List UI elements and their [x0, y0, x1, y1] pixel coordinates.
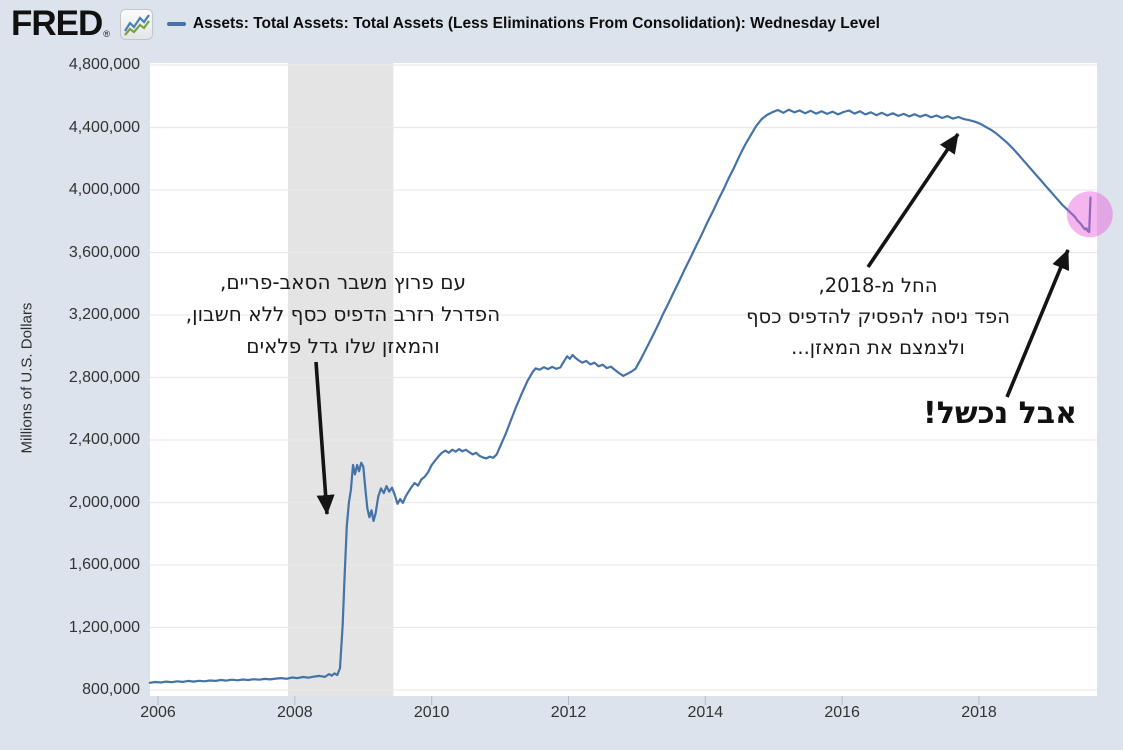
header: FRED ® Assets: Total Assets: Total Asset… [0, 0, 1123, 48]
annotation-taper-line-3: ולצמצם את המאזן... [791, 336, 965, 359]
y-tick-label: 4,800,000 [68, 56, 140, 73]
x-tick-label: 2010 [413, 704, 450, 721]
y-tick-label: 1,600,000 [68, 556, 140, 573]
recession-band [287, 63, 394, 696]
chart-title: Assets: Total Assets: Total Assets (Less… [192, 15, 880, 32]
fred-logo-text: FRED [11, 4, 103, 43]
y-tick-label: 2,000,000 [68, 493, 140, 511]
x-tick-label: 2012 [550, 704, 587, 721]
y-tick-label: 4,400,000 [68, 118, 140, 136]
x-tick-label: 2014 [687, 704, 724, 721]
series-legend-line-icon [166, 22, 186, 26]
x-tick-label: 2008 [277, 704, 313, 721]
annotation-taper: החל מ-2018, הפד ניסה להפסיק להדפיס כסף ו… [742, 270, 1014, 363]
y-tick-label: 1,200,000 [68, 618, 140, 636]
annotation-subprime: עם פרוץ משבר הסאב-פריים, הפדרל רזרב הדפי… [178, 266, 508, 362]
x-tick-label: 2006 [140, 704, 176, 721]
annotation-taper-line-2: הפד ניסה להפסיק להדפיס כסף [746, 305, 1010, 328]
annotation-failed: אבל נכשל! [923, 396, 1077, 431]
annotation-arrow-arrow-taper [866, 132, 960, 269]
registered-mark-icon: ® [103, 29, 110, 39]
highlight-circle [1066, 191, 1113, 238]
y-tick-label: 2,400,000 [68, 431, 140, 448]
y-tick-label: 800,000 [82, 681, 140, 698]
x-tick-label: 2018 [961, 704, 997, 721]
fred-logo[interactable]: FRED ® [11, 4, 110, 43]
annotation-taper-line-1: החל מ-2018, [818, 274, 938, 297]
y-tick-label: 3,600,000 [68, 243, 140, 261]
assets-series-line [148, 108, 1092, 684]
annotation-subprime-line-1: עם פרוץ משבר הסאב-פריים, [219, 270, 467, 294]
y-tick-label: 3,200,000 [68, 306, 140, 323]
x-tick-label: 2016 [824, 704, 860, 721]
sparkline-chart-icon [119, 8, 153, 40]
annotation-subprime-line-2: הפדרל רזרב הדפיס כסף ללא חשבון, [185, 302, 501, 326]
annotation-arrow-arrow-subprime [314, 361, 335, 515]
y-tick-label: 2,800,000 [68, 368, 140, 386]
annotation-subprime-line-3: והמאזן שלו גדל פלאים [246, 334, 440, 358]
y-tick-label: 4,000,000 [68, 181, 140, 198]
annotation-arrow-arrow-failed [1005, 249, 1070, 398]
